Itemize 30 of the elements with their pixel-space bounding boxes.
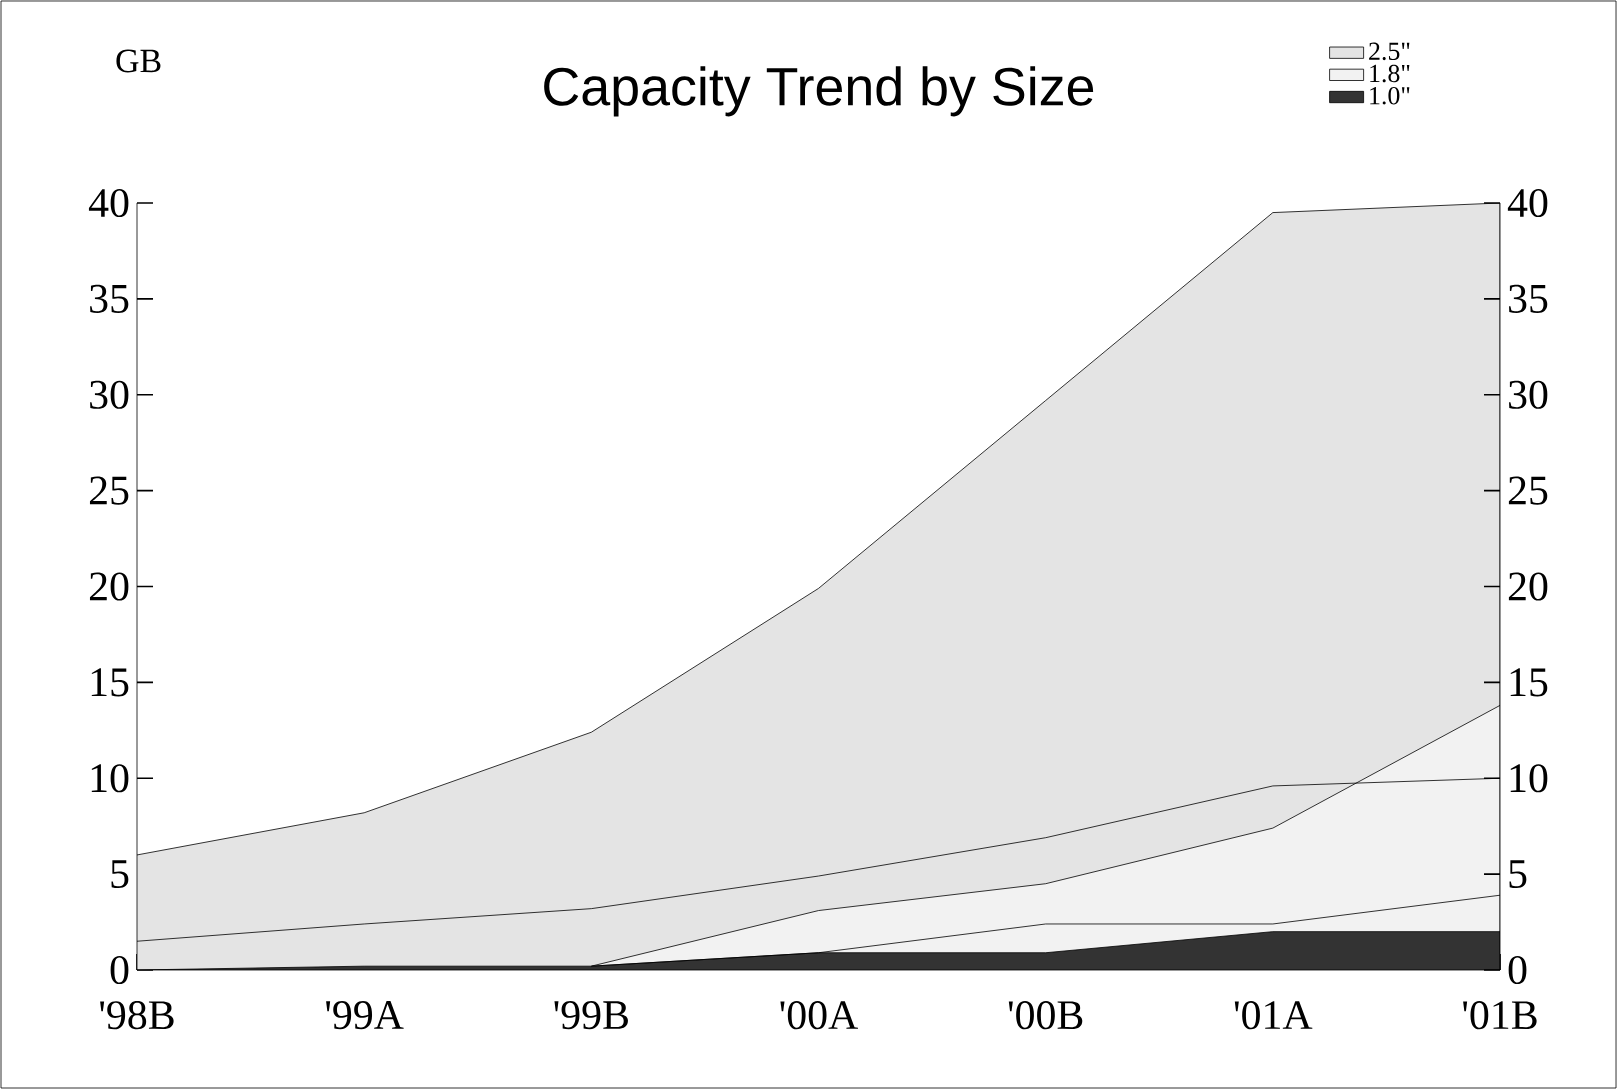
legend-label: 1.0" xyxy=(1370,86,1410,105)
y2-tick-label: 35 xyxy=(1509,284,1548,313)
legend-label: 1.8" xyxy=(1370,64,1410,83)
y2-tick-label: 5 xyxy=(1509,860,1527,889)
y2-tick-label: 25 xyxy=(1508,476,1548,505)
x-tick-label: '99A xyxy=(326,1001,404,1030)
y-tick-label: 5 xyxy=(111,860,129,889)
x-tick-label: '00B xyxy=(1008,1001,1083,1030)
y2-tick-label: 40 xyxy=(1507,188,1548,218)
x-tick-label: '01A xyxy=(1234,1001,1313,1030)
y-tick-label: 30 xyxy=(90,380,129,409)
y-tick-label: 25 xyxy=(89,476,129,505)
y-tick-label: 10 xyxy=(91,764,129,793)
x-tick-label: '98B xyxy=(100,1001,174,1030)
x-tick-label: '00A xyxy=(780,1001,858,1030)
y-tick-label: 15 xyxy=(91,668,129,697)
y2-tick-label: 30 xyxy=(1509,380,1548,409)
y2-tick-label: 0 xyxy=(1508,955,1527,985)
y2-tick-label: 15 xyxy=(1510,668,1548,697)
x-tick-label: '99B xyxy=(554,1001,628,1030)
y2-tick-label: 10 xyxy=(1510,764,1548,793)
y-tick-label: 0 xyxy=(110,955,129,985)
y-axis-title: GB xyxy=(116,49,161,73)
y-tick-label: 35 xyxy=(90,284,129,313)
y2-tick-label: 20 xyxy=(1508,572,1548,601)
chart-title: Capacity Trend by Size xyxy=(544,66,1094,117)
y-tick-label: 20 xyxy=(89,572,129,601)
y-tick-label: 40 xyxy=(88,188,129,218)
legend-label: 2.5" xyxy=(1369,42,1410,61)
x-tick-label: '01B xyxy=(1463,1001,1537,1030)
